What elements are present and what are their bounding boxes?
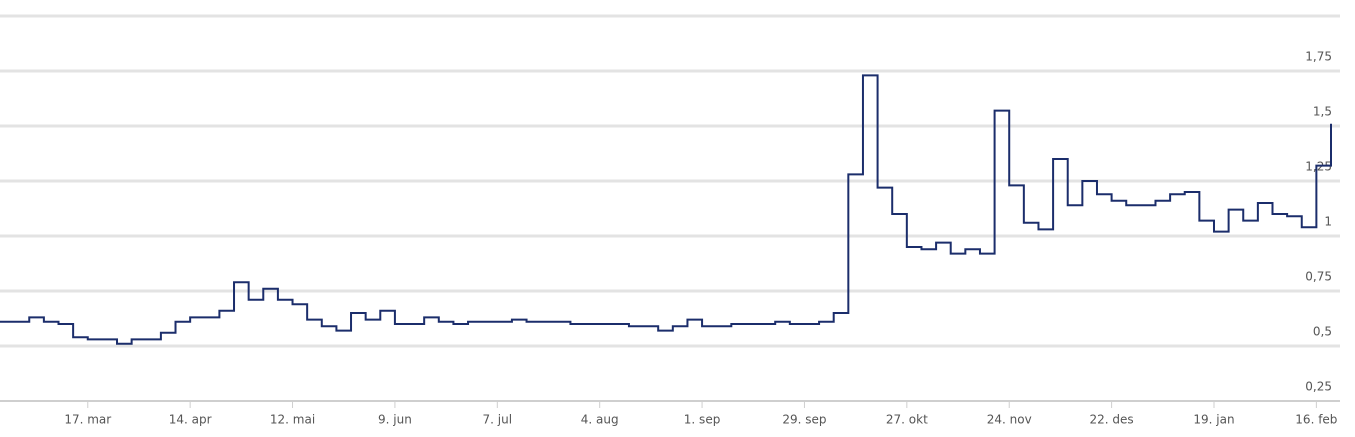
- x-tick-label: 9. jun: [378, 413, 412, 427]
- x-tick-label: 27. okt: [886, 413, 928, 427]
- x-tick-label: 29. sep: [782, 413, 826, 427]
- x-tick-label: 22. des: [1090, 413, 1134, 427]
- x-tick-label: 24. nov: [987, 413, 1032, 427]
- y-tick-label: 1,5: [1313, 105, 1332, 119]
- x-tick-label: 16. feb: [1295, 413, 1337, 427]
- y-tick-label: 1: [1324, 215, 1332, 229]
- y-tick-label: 0,25: [1305, 380, 1332, 394]
- y-tick-label: 0,75: [1305, 270, 1332, 284]
- x-tick-label: 4. aug: [581, 413, 619, 427]
- price-line: [0, 74, 1332, 345]
- x-tick-label: 14. apr: [169, 413, 212, 427]
- x-tick-label: 7. jul: [483, 413, 513, 427]
- x-tick-label: 12. mai: [270, 413, 315, 427]
- x-tick-label: 1. sep: [684, 413, 721, 427]
- x-tick-label: 17. mar: [64, 413, 111, 427]
- y-tick-label: 1,75: [1305, 50, 1332, 64]
- x-tick-label: 19. jan: [1193, 413, 1234, 427]
- y-tick-label: 0,5: [1313, 325, 1332, 339]
